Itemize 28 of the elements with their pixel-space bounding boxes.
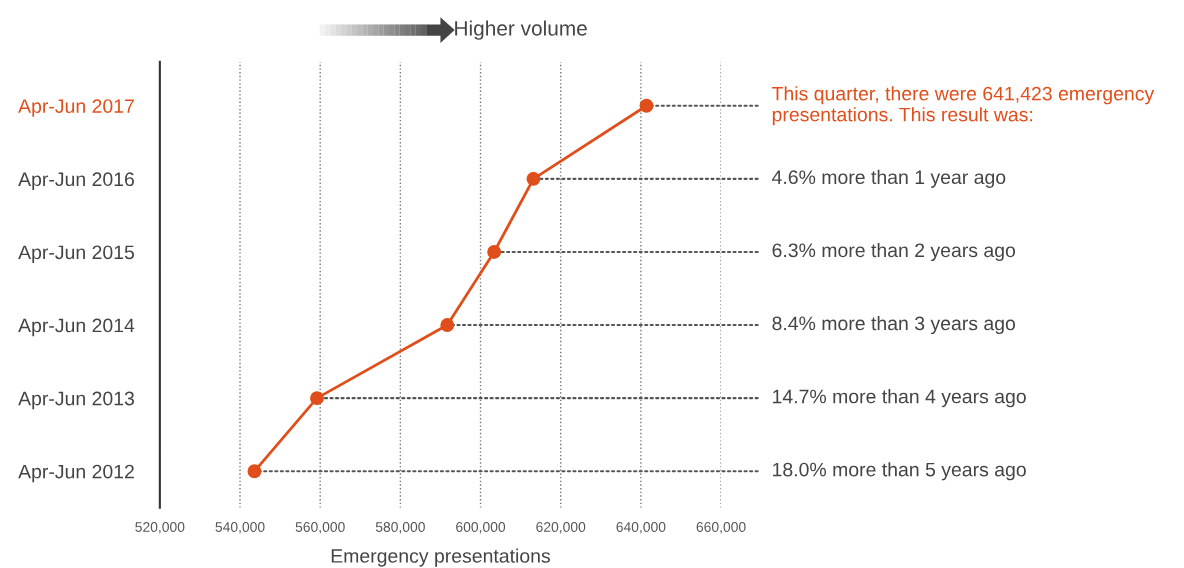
x-tick-label: 540,000	[215, 522, 265, 534]
y-tick-label: Apr-Jun 2014	[18, 318, 135, 337]
y-tick-label: Apr-Jun 2012	[18, 464, 134, 483]
x-tick-label: 640,000	[616, 522, 666, 534]
y-tick-label: Apr-Jun 2015	[18, 245, 135, 264]
point	[487, 245, 502, 259]
y-tick-label: Apr-Jun 2013	[18, 391, 134, 410]
annotation: 6.3% more than 2 years ago	[772, 242, 1016, 262]
annotation: 14.7% more than 4 years ago	[773, 389, 1026, 408]
annotation: 8.4% more than 3 years ago	[772, 315, 1016, 335]
x-tick-label: 600,000	[456, 522, 506, 534]
x-tick-label: 560,000	[295, 522, 345, 534]
x-tick-label: 580,000	[375, 522, 425, 534]
y-tick-label: Apr-Jun 2017	[18, 99, 134, 117]
point	[247, 464, 262, 479]
x-tick-label: 620,000	[536, 522, 586, 534]
y-tick-label: Apr-Jun 2016	[18, 172, 134, 190]
point	[526, 171, 541, 186]
point	[310, 391, 324, 406]
point	[440, 318, 455, 332]
point	[639, 98, 654, 113]
x-tick-label: 520,000	[135, 522, 185, 534]
x-axis-title: Emergency presentations	[331, 548, 550, 567]
annotation: 18.0% more than 5 years ago	[773, 462, 1026, 481]
annotation: 4.6% more than 1 year ago	[772, 169, 1006, 188]
annotation: This quarter, there were 641,423 emergency presentations. This result was:	[772, 86, 1155, 126]
text: Higher volume	[455, 20, 587, 40]
x-tick-label: 660,000	[696, 522, 746, 534]
